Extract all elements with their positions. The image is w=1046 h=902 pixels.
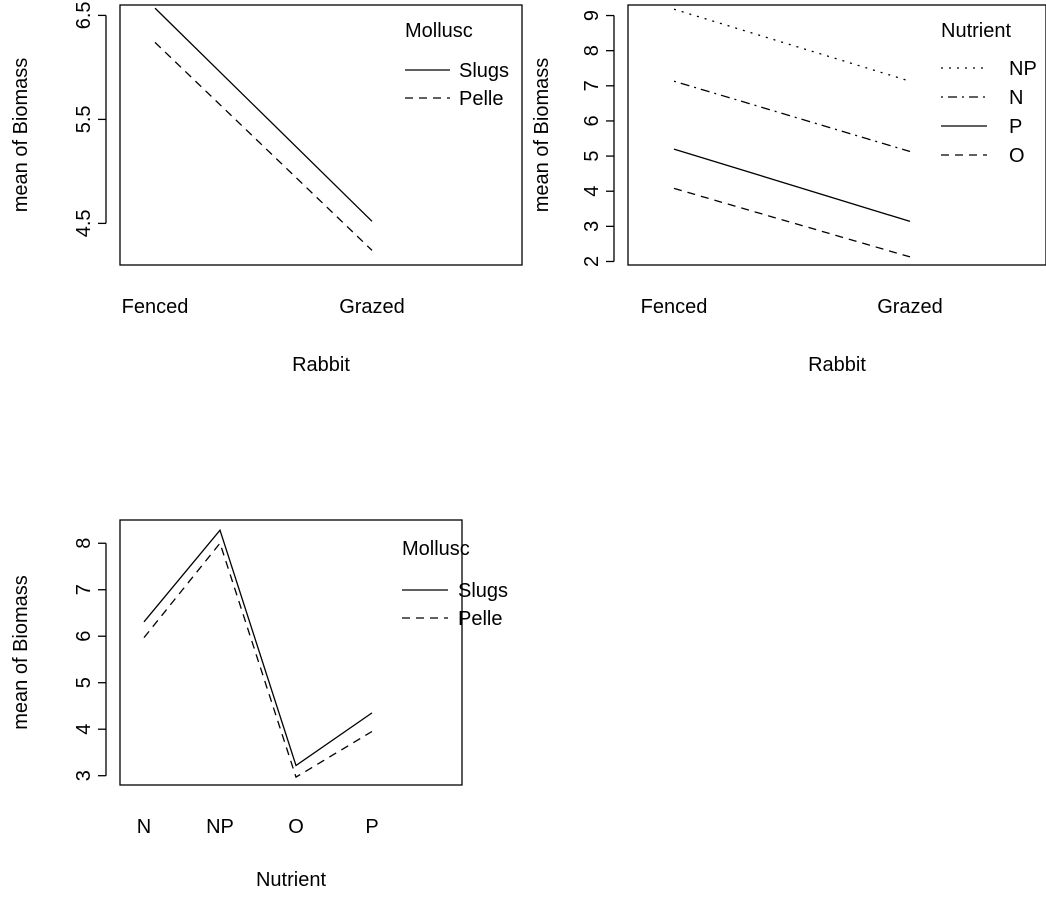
y-tick-label: 8	[581, 45, 603, 56]
y-axis-label: mean of Biomass	[10, 58, 32, 213]
legend-title: Mollusc	[402, 538, 470, 560]
x-tick-label: Grazed	[339, 296, 405, 318]
series-line-pellets	[143, 541, 373, 779]
interaction-plot-2: 2 3 4 5 6 7 8 9 mean of Biomass Fenced Grazed Rabbi…	[531, 4, 1046, 376]
plot-frame	[119, 519, 463, 786]
y-tick-label: 4	[73, 724, 95, 735]
y-axis-label: mean of Biomass	[531, 58, 553, 213]
y-tick-label: 6	[581, 115, 603, 126]
plot-frame	[627, 4, 1046, 266]
x-tick-label: Fenced	[641, 296, 708, 318]
legend-label-n: N	[1009, 87, 1023, 109]
y-tick-label: 4.5	[73, 209, 95, 237]
plot-frame	[119, 4, 523, 266]
legend: Mollusc Slugs Pelle	[405, 20, 509, 110]
y-tick-label: 9	[581, 10, 603, 21]
series-line-slugs	[143, 528, 373, 767]
y-tick-label: 7	[73, 584, 95, 595]
y-tick-label: 5.5	[73, 105, 95, 133]
legend-label-slugs: Slugs	[458, 580, 508, 602]
x-tick-label: O	[288, 816, 304, 838]
x-tick-label: P	[365, 816, 378, 838]
interaction-plot-1: 4.5 5.5 6.5 mean of Biomass Fenced Grazed Rabb…	[10, 1, 523, 376]
y-tick-label: 6.5	[73, 1, 95, 29]
y-tick-label: 5	[581, 151, 603, 162]
legend-label-pellets: Pelle	[459, 88, 503, 110]
y-tick-label: 5	[73, 677, 95, 688]
y-tick-label: 7	[581, 80, 603, 91]
y-axis-label: mean of Biomass	[10, 575, 32, 730]
x-tick-label: N	[137, 816, 151, 838]
y-tick-label: 4	[581, 186, 603, 197]
interaction-plot-3: 3 4 5 6 7 8 mean of Biomass N NP O P Nutrient Mollus…	[10, 519, 508, 891]
y-tick-label: 6	[73, 631, 95, 642]
x-tick-label: Grazed	[877, 296, 943, 318]
legend-title: Nutrient	[941, 20, 1011, 42]
legend: Mollusc Slugs Pelle	[402, 538, 508, 630]
x-axis-label: Rabbit	[808, 354, 866, 376]
legend-label-o: O	[1009, 145, 1025, 167]
y-tick-label: 3	[581, 221, 603, 232]
legend-label-p: P	[1009, 116, 1022, 138]
y-tick-label: 3	[73, 770, 95, 781]
series-line-o	[673, 187, 911, 258]
legend-label-np: NP	[1009, 58, 1037, 80]
legend-title: Mollusc	[405, 20, 473, 42]
series-line-pellets	[154, 41, 373, 251]
series-line-n	[673, 80, 911, 153]
series-line-slugs	[154, 7, 373, 222]
series-line-p	[673, 148, 911, 223]
x-axis-label: Rabbit	[292, 354, 350, 376]
legend-label-slugs: Slugs	[459, 60, 509, 82]
y-tick-label: 2	[581, 256, 603, 267]
y-tick-label: 8	[73, 538, 95, 549]
x-axis-label: Nutrient	[256, 869, 326, 891]
x-tick-label: Fenced	[122, 296, 189, 318]
series-line-np	[673, 8, 911, 82]
legend-label-pellets: Pelle	[458, 608, 502, 630]
x-tick-label: NP	[206, 816, 234, 838]
